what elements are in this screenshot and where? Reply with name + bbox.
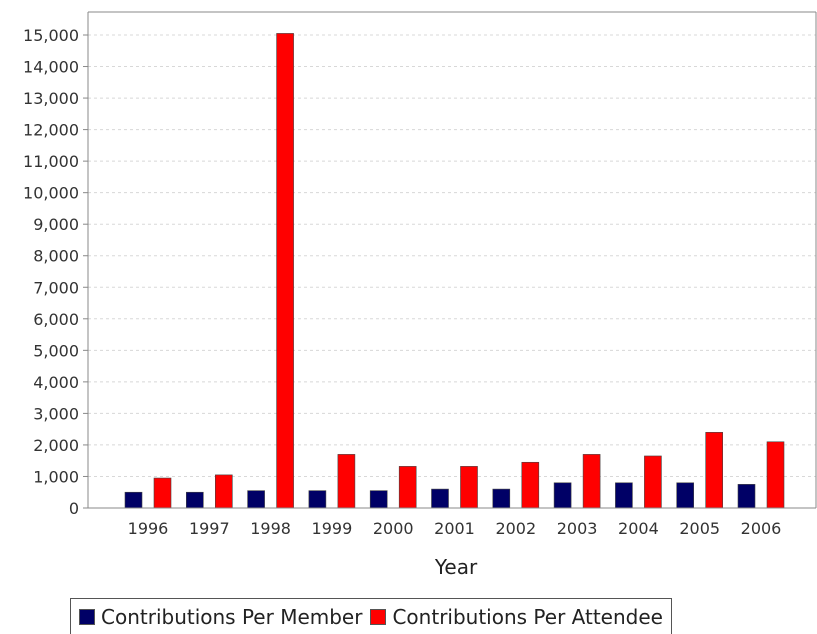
legend-swatch: [370, 608, 387, 625]
bar-attendee: [644, 455, 662, 509]
x-tick-label: 2001: [434, 519, 475, 538]
legend-swatch: [79, 608, 95, 625]
y-tick-label: 4,000: [33, 373, 79, 392]
y-tick-label: 5,000: [33, 341, 79, 360]
bar-attendee: [766, 441, 785, 509]
y-tick-label: 0: [69, 499, 79, 518]
bar-member: [308, 490, 327, 509]
bar-attendee: [215, 474, 233, 509]
x-axis-ticks: 1996 1997 1998 1999 2000 2001 2002 2003 2004 2005…: [128, 519, 782, 538]
bar-attendee: [153, 477, 172, 509]
x-tick-label: 1997: [189, 519, 230, 538]
x-tick-label: 2002: [495, 519, 536, 538]
bar-attendee: [460, 466, 478, 509]
legend: Contributions Per Member Contributions Pe…: [70, 598, 672, 634]
bar-member: [369, 490, 388, 509]
x-tick-label: 1999: [312, 519, 353, 538]
grid-lines: [88, 34, 816, 477]
y-tick-label: 13,000: [23, 89, 79, 108]
bar-member: [676, 482, 695, 509]
y-tick-label: 11,000: [23, 152, 79, 171]
y-tick-label: 2,000: [33, 436, 79, 455]
bar-attendee: [582, 454, 601, 509]
x-tick-label: 1996: [128, 519, 169, 538]
y-tick-label: 1,000: [33, 467, 79, 486]
bar-member: [492, 488, 511, 509]
bar-attendee: [337, 454, 356, 509]
bar-member: [737, 484, 756, 509]
bar-member: [553, 482, 572, 509]
x-tick-label: 2004: [618, 519, 659, 538]
y-tick-label: 12,000: [23, 121, 79, 140]
x-axis-title: Year: [434, 555, 478, 579]
bar-member: [124, 491, 143, 509]
bar-member: [615, 482, 633, 509]
bar-attendee: [705, 432, 724, 509]
legend-item: Contributions Per Member: [79, 605, 362, 629]
bars: [124, 33, 785, 509]
legend-label: Contributions Per Member: [101, 604, 363, 629]
bar-attendee: [521, 461, 540, 509]
x-tick-label: 2000: [373, 519, 414, 538]
y-tick-label: 15,000: [23, 26, 79, 45]
y-tick-label: 10,000: [23, 184, 79, 203]
x-tick-label: 2006: [741, 519, 782, 538]
x-tick-label: 2003: [557, 519, 598, 538]
x-tick-label: 2005: [679, 519, 720, 538]
y-tick-label: 14,000: [23, 58, 79, 77]
bar-member: [431, 488, 449, 509]
legend-item: Contributions Per Attendee: [370, 605, 663, 629]
bar-attendee: [398, 466, 417, 509]
legend-label: Contributions Per Attendee: [392, 604, 663, 629]
y-tick-label: 9,000: [33, 215, 79, 234]
bar-member: [186, 491, 204, 509]
y-axis-ticks: 0 1,000 2,000 3,000 4,000 5,000 6,000 7,000 8,00…: [23, 26, 88, 518]
bar-chart: 0 1,000 2,000 3,000 4,000 5,000 6,000 7,000 8,00…: [23, 11, 817, 579]
bar-attendee: [276, 33, 294, 509]
y-tick-label: 7,000: [33, 278, 79, 297]
bar-member: [247, 490, 265, 509]
y-tick-label: 3,000: [33, 404, 79, 423]
y-tick-label: 6,000: [33, 310, 79, 329]
y-tick-label: 8,000: [33, 247, 79, 266]
x-tick-label: 1998: [250, 519, 291, 538]
